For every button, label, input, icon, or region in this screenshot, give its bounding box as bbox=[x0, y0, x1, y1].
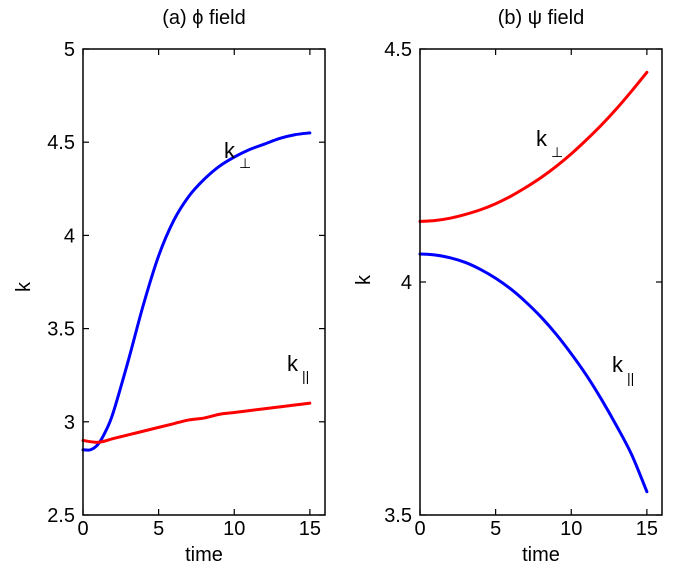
panel-a-axes-box bbox=[82, 48, 326, 516]
panel-a-xtick-label: 10 bbox=[223, 518, 245, 540]
panel-a: (a) ϕ field time k 0 5 10 15 2.5 3 3.5 4 4.5 5 k … bbox=[13, 7, 326, 565]
panel-b-lines bbox=[418, 70, 649, 494]
panel-b-label-kperp: k ⊥ bbox=[536, 126, 563, 160]
panel-b-xtick-label: 10 bbox=[560, 518, 582, 540]
panel-a-kpar-sub: || bbox=[302, 368, 309, 384]
panel-a-title: (a) ϕ field bbox=[162, 7, 245, 29]
panel-b-kperp-sub: ⊥ bbox=[551, 144, 563, 160]
panel-a-series-line bbox=[81, 401, 312, 444]
panel-a-xtick-label: 5 bbox=[153, 518, 164, 540]
panel-b-ytick-label: 3.5 bbox=[384, 505, 412, 527]
panel-a-xtick-label: 15 bbox=[299, 518, 321, 540]
panel-a-lines bbox=[81, 131, 312, 452]
panel-b-axes-box bbox=[419, 48, 663, 516]
panel-b-xtick-label: 15 bbox=[636, 518, 658, 540]
panel-a-ytick-label: 3 bbox=[64, 412, 75, 434]
panel-b-label-kpar: k || bbox=[612, 352, 634, 386]
panel-b-xtick-label: 5 bbox=[490, 518, 501, 540]
panel-b-title: (b) ψ field bbox=[498, 7, 585, 29]
panel-a-ylabel: k bbox=[13, 281, 35, 292]
panel-b-xlabel: time bbox=[522, 544, 560, 565]
panel-a-label-kperp: k ⊥ bbox=[224, 138, 251, 171]
panel-a-ytick-label: 4 bbox=[64, 225, 75, 247]
panel-b-xtick-label: 0 bbox=[414, 518, 425, 540]
panel-b-kpar-main: k bbox=[612, 352, 624, 377]
panel-a-kpar-main: k bbox=[287, 351, 299, 376]
panel-b: (b) ψ field time k 0 5 10 15 3.5 4 4.5 k ⊥ k |… bbox=[353, 7, 663, 565]
panel-a-ytick-label: 5 bbox=[64, 39, 75, 61]
panel-b-series-line bbox=[418, 252, 649, 494]
panel-a-ytick-label: 4.5 bbox=[47, 132, 75, 154]
panel-a-ticks: 0 5 10 15 2.5 3 3.5 4 4.5 5 bbox=[47, 39, 325, 540]
panel-b-kperp-main: k bbox=[536, 126, 548, 151]
panel-a-xlabel: time bbox=[185, 544, 223, 565]
panel-a-label-kpar: k || bbox=[287, 351, 309, 384]
panel-a-kperp-main: k bbox=[224, 138, 236, 163]
panel-b-ylabel: k bbox=[353, 274, 375, 285]
panel-a-ytick-label: 3.5 bbox=[47, 319, 75, 341]
panel-b-kpar-sub: || bbox=[627, 370, 634, 386]
panel-b-ytick-label: 4.5 bbox=[384, 39, 412, 61]
panel-b-ticks: 0 5 10 15 3.5 4 4.5 bbox=[384, 39, 662, 540]
panel-a-ytick-label: 2.5 bbox=[47, 505, 75, 527]
panel-a-xtick-label: 0 bbox=[77, 518, 88, 540]
panel-a-kperp-sub: ⊥ bbox=[239, 155, 251, 171]
panel-b-series-line bbox=[418, 70, 649, 223]
panel-b-ytick-label: 4 bbox=[401, 272, 412, 294]
panel-a-series-line bbox=[81, 131, 312, 452]
